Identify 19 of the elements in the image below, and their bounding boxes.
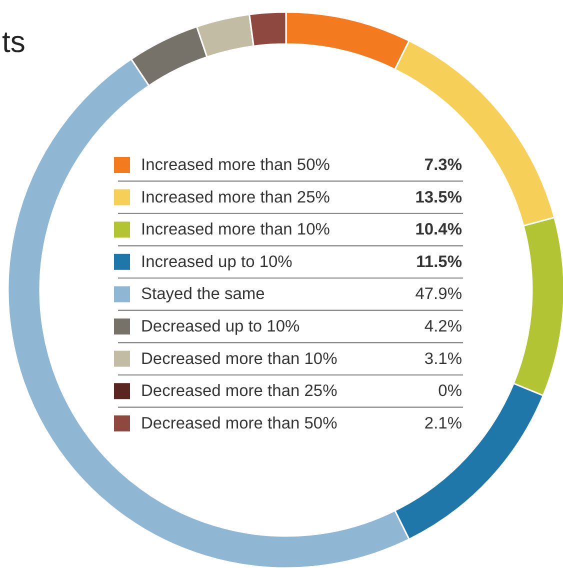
data-label: 3.1% — [424, 350, 462, 368]
chart-title: ts — [2, 26, 26, 59]
data-label: 2.1% — [424, 414, 462, 432]
legend-label: Decreased more than 50% — [141, 414, 338, 432]
text: 0% — [438, 382, 462, 400]
data-label: 11.5% — [416, 252, 462, 271]
data-label: 13.5% — [415, 188, 462, 206]
legend-label: Stayed the same — [141, 285, 265, 304]
legend-label: Decreased more than 10% — [141, 350, 338, 368]
legend-label: Increased more than 25% — [141, 188, 330, 206]
legend-label: Increased more than 50% — [141, 156, 330, 174]
data-label: 4.2% — [424, 318, 462, 336]
legend-label: Increased more than 10% — [141, 220, 330, 239]
data-label: 7.3% — [424, 156, 462, 174]
data-label: 10.4% — [415, 220, 462, 239]
data-label: 47.9% — [415, 285, 462, 304]
legend-label: Decreased up to 10% — [141, 318, 300, 336]
legend-label: Decreased more than 25% — [141, 382, 338, 400]
legend-label: Increased up to 10% — [141, 252, 293, 271]
